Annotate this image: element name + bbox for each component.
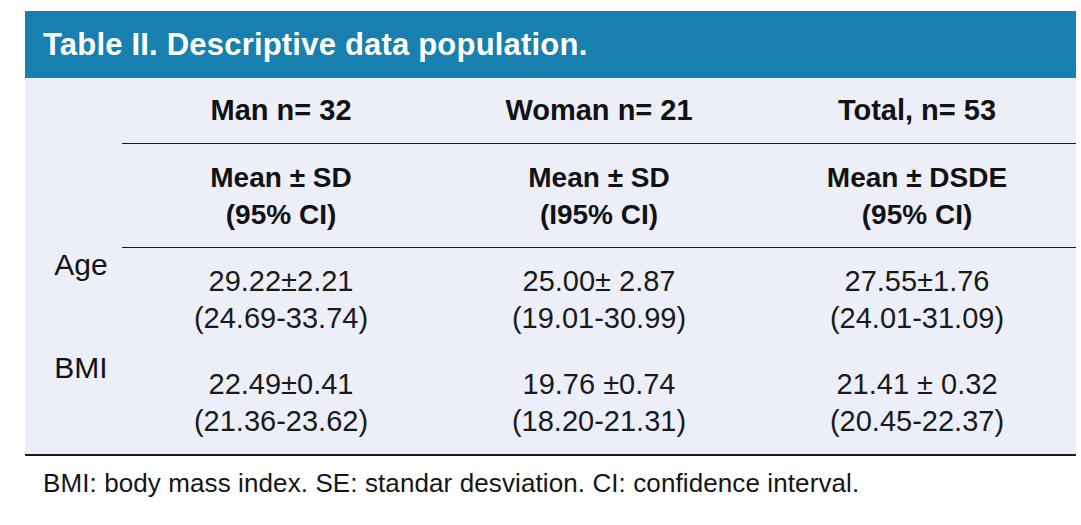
- age-man-cell: 29.22±2.21 (24.69-33.74): [122, 248, 440, 351]
- column-header-man: Man n= 32: [122, 78, 440, 144]
- corner-spacer: [25, 78, 122, 144]
- subheader-line1: Mean ± SD: [210, 159, 351, 196]
- value-line2: (24.01-31.09): [830, 300, 1004, 337]
- bmi-man-cell: 22.49±0.41 (21.36-23.62): [122, 351, 440, 454]
- value-line2: (21.36-23.62): [194, 403, 368, 440]
- table-figure: Table II. Descriptive data population. M…: [0, 0, 1081, 525]
- value-line1: 22.49±0.41: [209, 366, 354, 403]
- value-line1: 25.00± 2.87: [523, 263, 676, 300]
- table-title: Table II. Descriptive data population.: [43, 27, 587, 63]
- bmi-woman-cell: 19.76 ±0.74 (18.20-21.31): [440, 351, 758, 454]
- value-line2: (18.20-21.31): [512, 403, 686, 440]
- value-line1: 21.41 ± 0.32: [836, 366, 997, 403]
- table-footnote: BMI: body mass index. SE: standar desvia…: [43, 468, 859, 499]
- value-line2: (20.45-22.37): [830, 403, 1004, 440]
- subheader-total: Mean ± DSDE (95% CI): [758, 144, 1076, 248]
- subheader-line2: (95% CI): [226, 196, 336, 233]
- value-line2: (24.69-33.74): [194, 300, 368, 337]
- value-line2: (19.01-30.99): [512, 300, 686, 337]
- value-line1: 29.22±2.21: [209, 263, 354, 300]
- corner-spacer: [25, 144, 122, 248]
- subheader-line2: (I95% CI): [540, 196, 658, 233]
- table-title-bar: Table II. Descriptive data population.: [25, 11, 1076, 78]
- subheader-line1: Mean ± SD: [528, 159, 669, 196]
- table-body: Man n= 32 Woman n= 21 Total, n= 53 Mean …: [25, 78, 1076, 456]
- row-label-age: Age: [25, 248, 122, 351]
- age-total-cell: 27.55±1.76 (24.01-31.09): [758, 248, 1076, 351]
- column-header-total: Total, n= 53: [758, 78, 1076, 144]
- age-woman-cell: 25.00± 2.87 (19.01-30.99): [440, 248, 758, 351]
- subheader-man: Mean ± SD (95% CI): [122, 144, 440, 248]
- value-line1: 19.76 ±0.74: [523, 366, 676, 403]
- subheader-line1: Mean ± DSDE: [827, 159, 1007, 196]
- bmi-total-cell: 21.41 ± 0.32 (20.45-22.37): [758, 351, 1076, 454]
- row-label-bmi: BMI: [25, 351, 122, 454]
- value-line1: 27.55±1.76: [845, 263, 990, 300]
- column-header-woman: Woman n= 21: [440, 78, 758, 144]
- subheader-line2: (95% CI): [862, 196, 972, 233]
- subheader-woman: Mean ± SD (I95% CI): [440, 144, 758, 248]
